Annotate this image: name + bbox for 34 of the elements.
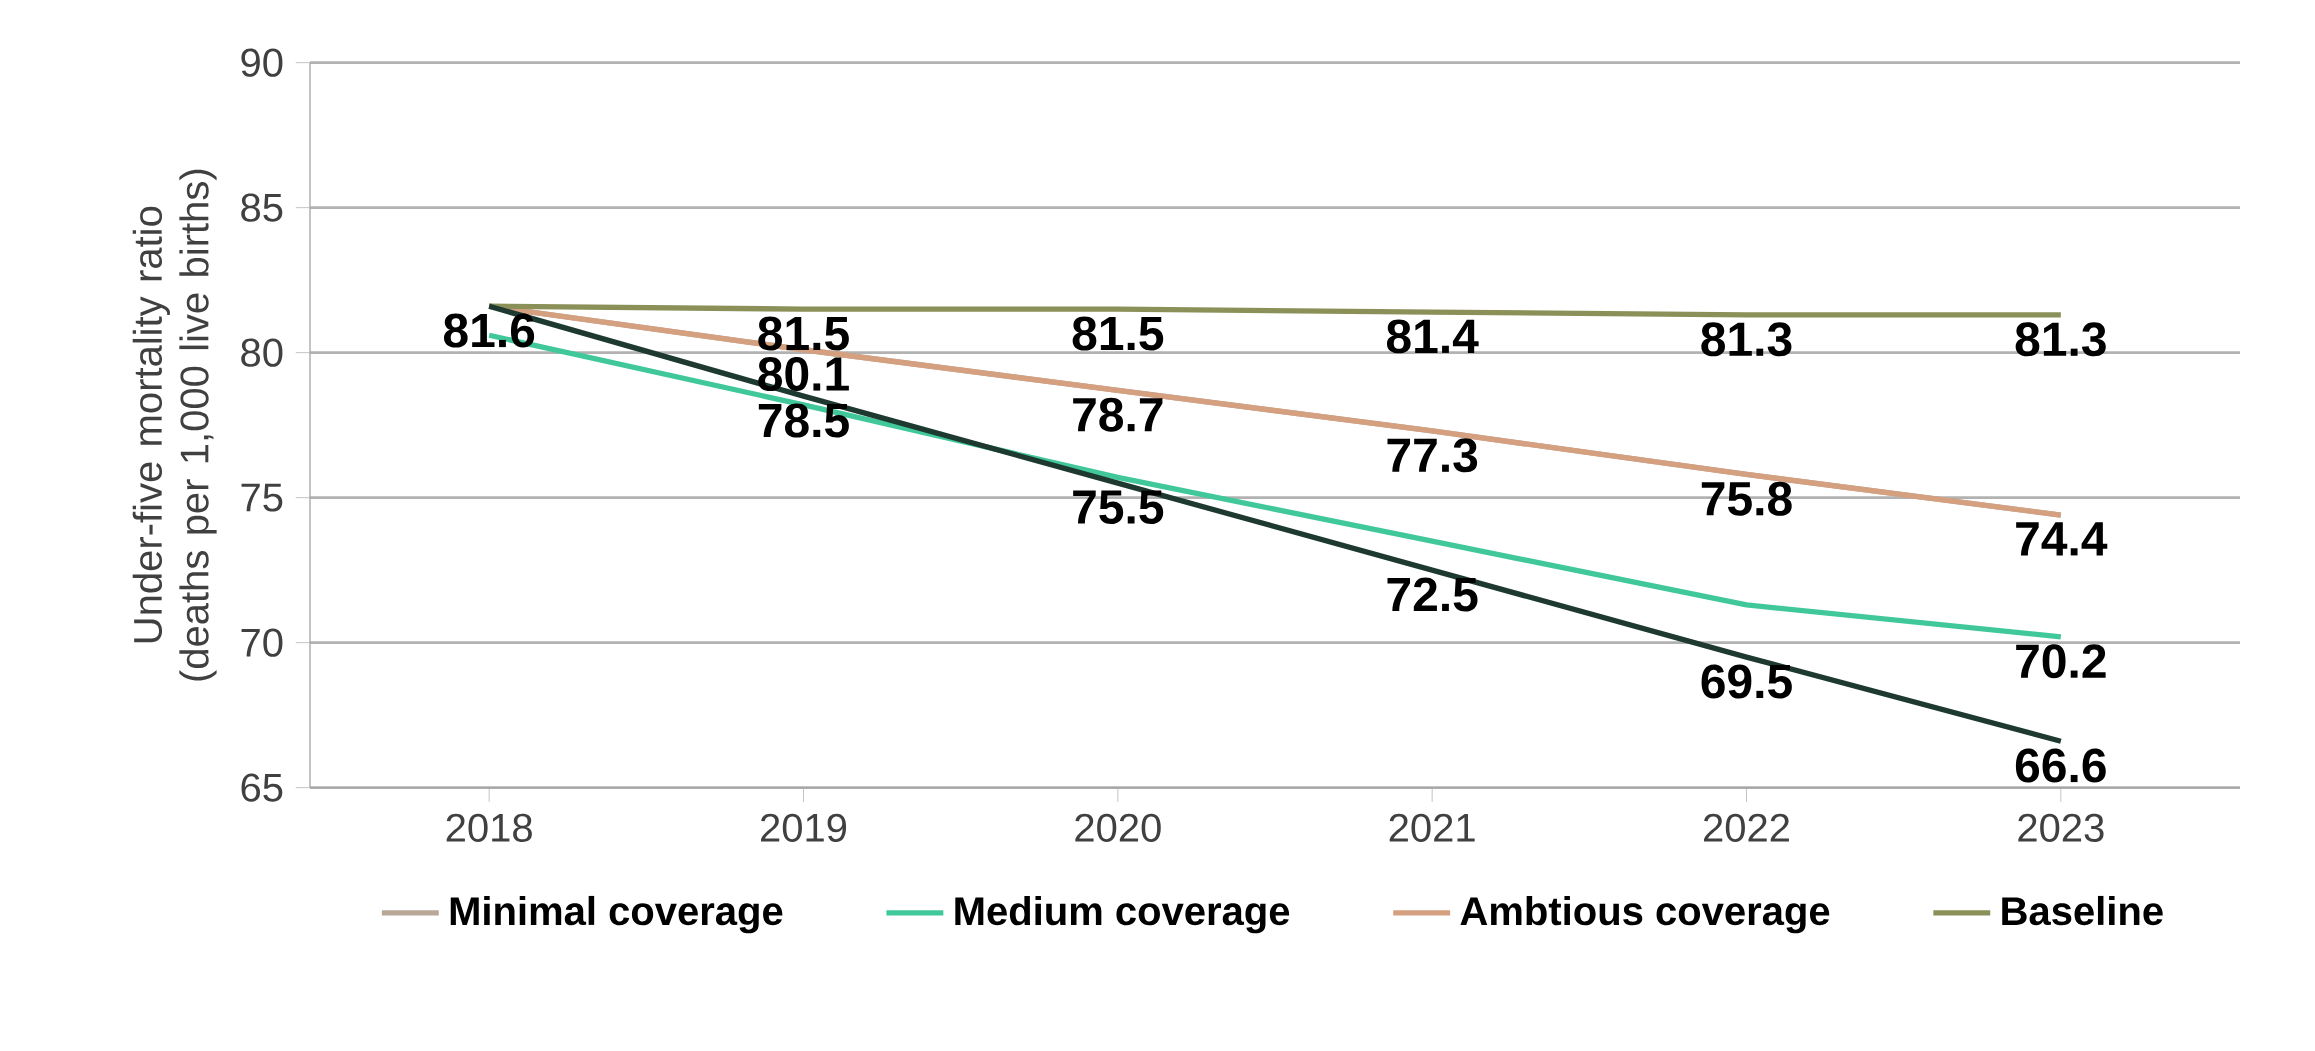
data-label: 75.5 [1073, 490, 1164, 524]
data-label: 81.6 [443, 313, 535, 348]
data-label: 72.5 [1387, 577, 1478, 612]
x-tick-label: 2019 [761, 813, 847, 842]
data-label: 70.2 [2016, 644, 2106, 679]
x-tick-label: 2023 [2018, 813, 2104, 842]
data-label: 75.8 [1701, 481, 1792, 516]
x-tick-label: 2018 [446, 813, 532, 842]
y-tick-label: 75 [241, 483, 283, 512]
data-label: 69.5 [1701, 664, 1792, 699]
y-tick-label: 85 [241, 193, 283, 222]
y-tick-label: 70 [241, 628, 283, 657]
y-axis-title: Under-five mortality ratio (deaths per 1,000 live births) [132, 169, 217, 681]
data-label: 77.3 [1387, 438, 1478, 473]
y-tick-label: 65 [241, 773, 283, 802]
legend-label: Medium coverage [955, 895, 1290, 934]
data-label: 74.4 [2016, 522, 2108, 556]
x-tick-label: 2021 [1389, 813, 1475, 842]
data-label: 81.3 [1701, 322, 1792, 357]
data-label: 78.7 [1073, 397, 1163, 432]
data-label: 78.5 [758, 403, 849, 438]
x-tick-label: 2022 [1703, 813, 1789, 842]
data-label: 81.3 [2015, 322, 2106, 357]
data-label: 66.6 [2015, 748, 2106, 783]
data-label: 80.1 [758, 357, 849, 392]
legend-label: Baseline [2002, 895, 2163, 926]
x-tick-label: 2020 [1075, 813, 1161, 842]
y-tick-label: 80 [241, 338, 283, 367]
data-label: 81.5 [1072, 316, 1164, 351]
data-label: 81.5 [758, 316, 849, 351]
legend-label: Ambtious coverage [1460, 895, 1830, 934]
legend-label: Minimal coverage [450, 895, 783, 934]
data-label: 81.4 [1386, 319, 1479, 354]
y-tick-label: 90 [241, 48, 283, 77]
